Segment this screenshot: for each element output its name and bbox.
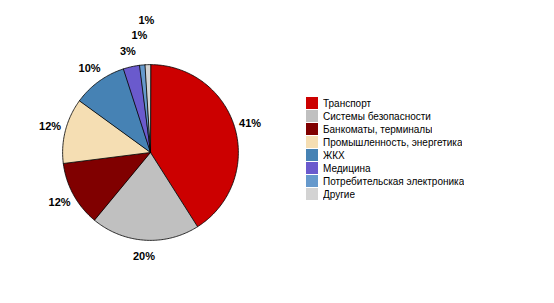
html-text:Потребительская электроника: Потребительская электроника bbox=[323, 175, 465, 187]
svg-text:20%: 20% bbox=[133, 249, 155, 261]
html-text:Системы безопасности: Системы безопасности bbox=[323, 110, 431, 122]
svg-text:1%: 1% bbox=[138, 14, 154, 26]
html-text:Транспорт: Транспорт bbox=[323, 97, 372, 109]
svg-text:1%: 1% bbox=[131, 28, 147, 40]
svg-text:12%: 12% bbox=[49, 195, 71, 207]
svg-text:41%: 41% bbox=[239, 117, 261, 129]
svg-text:10%: 10% bbox=[79, 62, 101, 74]
html-text:Промышленность, энергетика: Промышленность, энергетика bbox=[323, 136, 463, 148]
html-text:Медицина: Медицина bbox=[323, 162, 371, 174]
svg-text:3%: 3% bbox=[120, 44, 136, 56]
html-text:Другие: Другие bbox=[323, 188, 355, 200]
html-text:ЖКХ: ЖКХ bbox=[323, 149, 345, 161]
html-text:Банкоматы, терминалы: Банкоматы, терминалы bbox=[323, 123, 433, 135]
svg-text:12%: 12% bbox=[39, 120, 61, 132]
